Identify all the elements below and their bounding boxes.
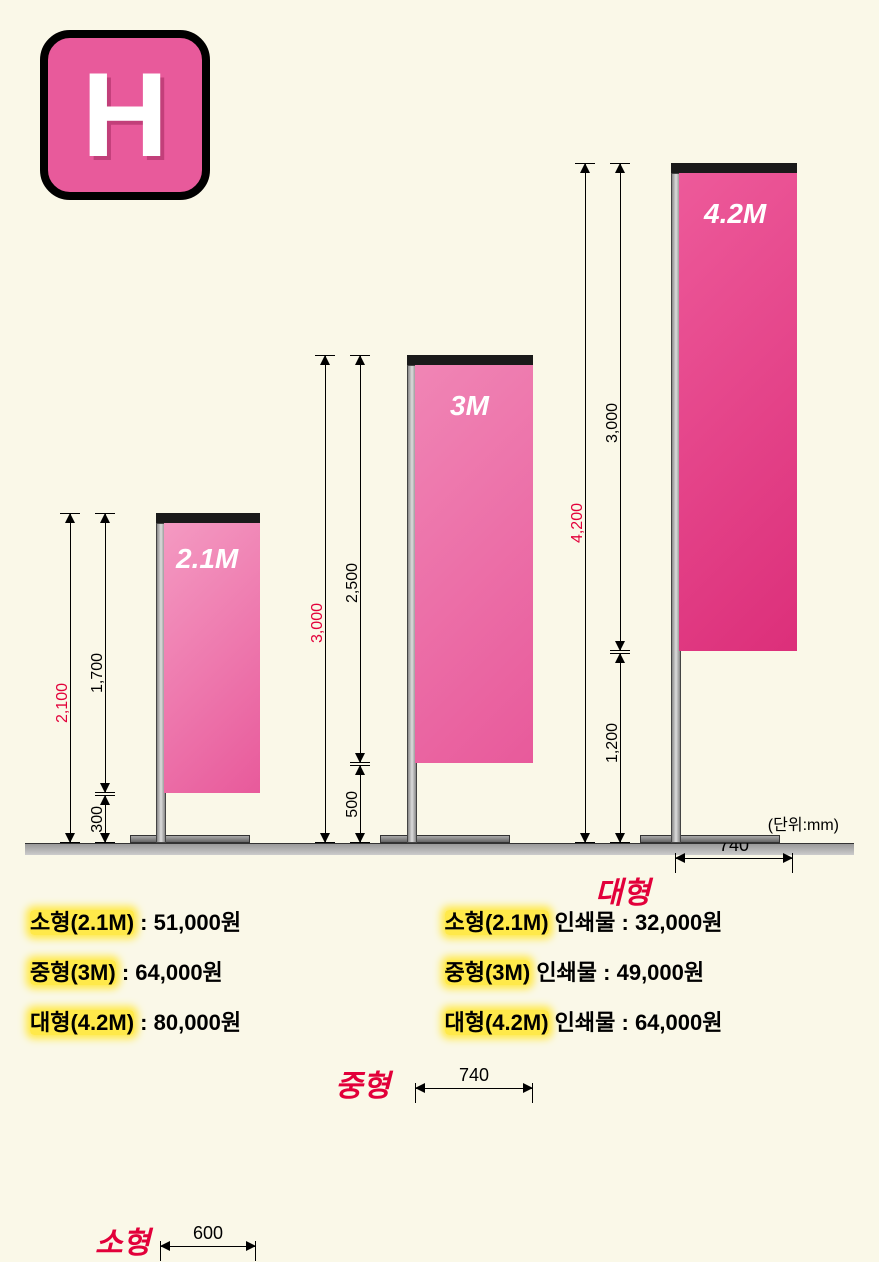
large-base <box>640 835 780 843</box>
medium-flag-rect: 3M <box>415 365 533 763</box>
small-base <box>130 835 250 843</box>
price-large-print-value: 64,000원 <box>635 1010 723 1035</box>
small-total-mm: 2,100 <box>54 683 72 723</box>
price-small-base-value: 51,000원 <box>154 910 242 935</box>
price-medium-base-label: 중형(3M) <box>30 960 116 985</box>
price-small-print-value: 32,000원 <box>635 910 723 935</box>
unit-note: (단위:mm) <box>768 811 839 835</box>
price-medium-base: 중형(3M) : 64,000원 <box>30 955 435 987</box>
medium-width-dim: 740 <box>415 1065 533 1089</box>
small-flag-rect: 2.1M <box>164 523 260 793</box>
small-total-dim <box>60 513 80 843</box>
large-stand-mm: 1,200 <box>604 723 622 763</box>
small-width-dim: 600 <box>160 1223 256 1247</box>
large-flag-rect: 4.2M <box>679 173 797 651</box>
small-label: 소형 <box>95 1218 150 1262</box>
medium-flag-dim <box>350 355 370 763</box>
medium-size-text: 3M <box>450 390 489 422</box>
medium-total-mm: 3,000 <box>309 603 327 643</box>
price-large-base-label: 대형(4.2M) <box>30 1010 134 1035</box>
large-topbar <box>671 163 797 173</box>
small-size-text: 2.1M <box>176 543 238 575</box>
price-small-base-label: 소형(2.1M) <box>30 910 134 935</box>
price-large-base-value: 80,000원 <box>154 1010 242 1035</box>
price-medium-print-value: 49,000원 <box>617 960 705 985</box>
large-flag-mm: 3,000 <box>604 403 622 443</box>
price-large-print: 대형(4.2M) 인쇄물 : 64,000원 <box>445 1005 850 1037</box>
small-topbar <box>156 513 260 523</box>
price-medium-print: 중형(3M) 인쇄물 : 49,000원 <box>445 955 850 987</box>
price-small-print-label: 소형(2.1M) <box>445 910 549 935</box>
large-size-text: 4.2M <box>704 198 766 230</box>
medium-base <box>380 835 510 843</box>
small-stand-mm: 300 <box>89 806 107 833</box>
diagram-area: 소형 600 2.1M 2,100 1,700 300 중형 <box>0 90 879 870</box>
large-total-mm: 4,200 <box>569 503 587 543</box>
price-small-print: 소형(2.1M) 인쇄물 : 32,000원 <box>445 905 850 937</box>
medium-stand-mm: 500 <box>344 791 362 818</box>
medium-flag-mm: 2,500 <box>344 563 362 603</box>
price-large-print-label: 대형(4.2M) <box>445 1010 549 1035</box>
medium-total-dim <box>315 355 335 843</box>
small-flag-mm: 1,700 <box>89 653 107 693</box>
price-medium-print-label: 중형(3M) <box>445 960 531 985</box>
price-small-base: 소형(2.1M) : 51,000원 <box>30 905 435 937</box>
medium-width-value: 740 <box>459 1065 489 1085</box>
medium-topbar <box>407 355 533 365</box>
small-width-value: 600 <box>193 1223 223 1243</box>
medium-label: 중형 <box>335 1061 390 1105</box>
price-large-base: 대형(4.2M) : 80,000원 <box>30 1005 435 1037</box>
price-table: 소형(2.1M) : 51,000원 소형(2.1M) 인쇄물 : 32,000… <box>30 905 849 1037</box>
price-medium-base-value: 64,000원 <box>135 960 223 985</box>
